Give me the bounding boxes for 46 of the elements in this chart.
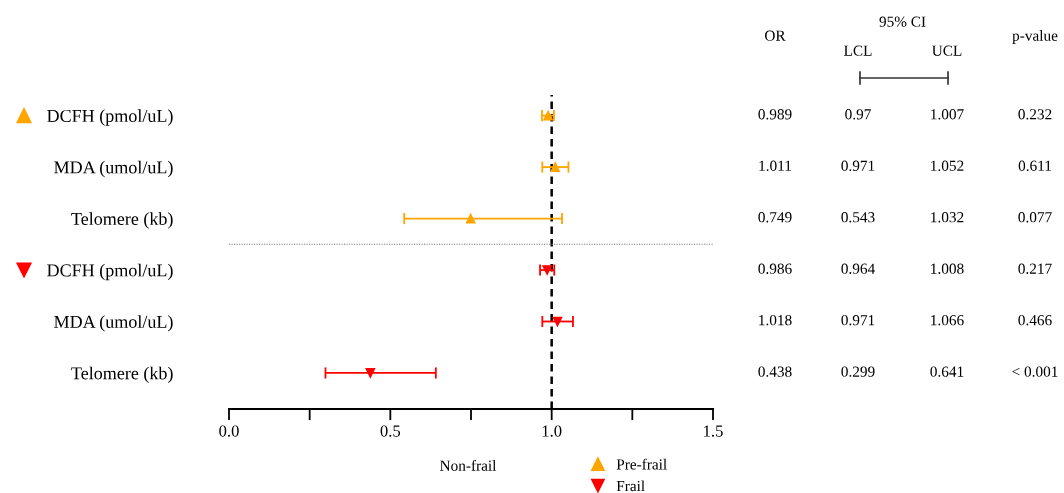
text: 1.008 [931,263,964,274]
point [550,162,561,172]
x-tick-label: 1.0 [542,425,562,437]
text: p-value [1012,30,1058,44]
text: 0.611 [1018,160,1051,171]
text: 0.077 [1018,212,1052,223]
x-tick-label: 0.0 [219,425,239,437]
text: 0.217 [1018,263,1052,274]
text: 0.438 [758,366,792,377]
text: 0.466 [1018,315,1052,326]
point [365,368,376,378]
text: 1.007 [931,109,964,120]
y-tick-label: Telomere (kb) [71,212,173,229]
text: 0.543 [841,212,875,223]
y-tick-label: MDA (umol/uL) [54,315,173,332]
text: UCL [932,45,962,56]
text: 1.052 [931,160,964,171]
text: 0.986 [758,263,792,274]
text: 0.989 [758,109,792,120]
text: 0.749 [758,212,792,223]
text: LCL [844,45,872,56]
text: 0.232 [1018,109,1052,120]
legend-label: Frail [616,480,645,492]
text: < 0.001 [1012,366,1058,377]
text: 1.066 [931,315,964,326]
x-tick-label: 0.5 [380,425,401,437]
text: 0.97 [845,109,871,120]
text: Non-frail [440,459,497,471]
text: 0.641 [930,366,964,377]
point [552,316,563,327]
text: 0.964 [841,263,875,274]
y-tick-label: Telomere (kb) [71,366,173,384]
text: OR [765,30,786,41]
y-tick-label: DCFH (pmol/uL) [47,109,173,126]
legend-label: Pre-frail [616,458,667,470]
x-tick-label: 1.5 [704,425,723,437]
text: 1.032 [931,212,964,223]
text: 1.011 [759,160,791,171]
text: 1.018 [759,315,792,326]
text: 0.971 [841,315,875,326]
y-tick-label: DCFH (pmol/uL) [47,263,173,281]
text: 0.971 [841,160,875,171]
point [465,213,476,224]
y-tick-label: MDA (umol/uL) [54,160,173,178]
text: 0.299 [841,366,875,377]
text: 95% CI [879,16,926,27]
